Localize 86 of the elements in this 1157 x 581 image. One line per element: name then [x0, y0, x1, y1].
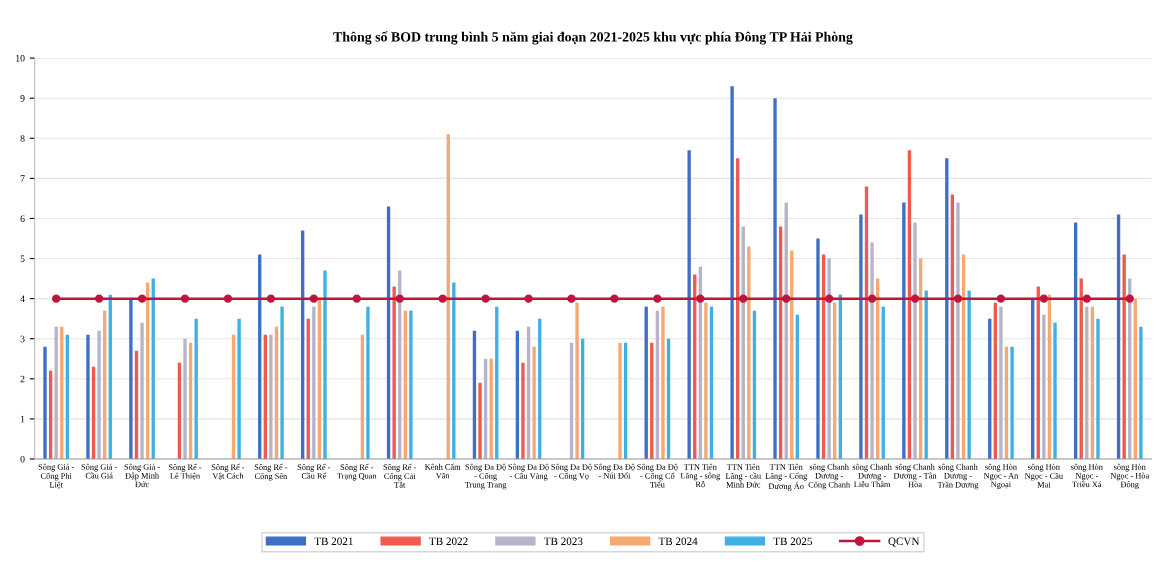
- y-tick-label: 0: [20, 455, 25, 463]
- legend-label: QCVN: [888, 537, 920, 547]
- y-tick-label: 2: [20, 375, 25, 383]
- bar: [366, 306, 370, 459]
- bar: [312, 306, 316, 459]
- bar: [129, 298, 133, 459]
- bar: [237, 318, 241, 459]
- x-tick-label: Sông Rế - Cầu Rế: [297, 463, 331, 479]
- x-tick-label: Sông Giá - Đập Minh Đức: [124, 463, 160, 488]
- x-tick-label: Sông Đa Độ - Cống Vọ: [551, 463, 592, 481]
- x-tick-label: sông Chanh Dương - Cống Chanh: [808, 463, 850, 490]
- bar: [816, 238, 820, 459]
- bar: [661, 306, 665, 459]
- bar: [1139, 326, 1143, 459]
- bar: [747, 246, 751, 459]
- bar: [86, 334, 90, 459]
- bar: [704, 302, 708, 459]
- bar: [913, 222, 917, 459]
- bar: [97, 330, 101, 459]
- bar: [859, 214, 863, 459]
- bar: [1053, 322, 1057, 459]
- bar: [730, 86, 734, 459]
- y-tick-label: 1: [20, 415, 25, 423]
- x-tick-label: Sông Đa Độ - Cống Trung Trang: [464, 463, 507, 490]
- bar: [323, 270, 327, 459]
- x-tick-label: sông Chanh Dương - Trần Dương: [937, 463, 979, 490]
- bar: [618, 342, 622, 459]
- chart-title: Thông số BOD trung bình 5 năm giai đoạn 2021-2025 khu vực phía Đông TP Hải Phòng: [333, 31, 853, 45]
- bar: [140, 322, 144, 459]
- y-tick-label: 6: [20, 215, 25, 222]
- legend-label: TB 2024: [658, 537, 698, 546]
- bar: [967, 290, 971, 459]
- legend-label: TB 2023: [543, 537, 583, 546]
- bar: [521, 362, 525, 459]
- x-tick-label: sông Hòn Ngọc - Triều Xá: [1071, 463, 1103, 488]
- x-tick-label: Sông Rế - Cống Cái Tắt: [383, 463, 417, 488]
- x-tick-label: Sông Rế - Trạng Quan: [337, 463, 377, 481]
- x-tick-label: TTN Tiên Lãng - Cống Dương Áo: [765, 463, 808, 491]
- x-tick-label: sông Hòn Ngọc - Hòa Đông: [1110, 463, 1150, 489]
- bar: [392, 286, 396, 459]
- x-tick-label: Sông Đa Độ - Cầu Vàng: [508, 463, 549, 481]
- bar: [532, 346, 536, 459]
- x-tick-label: sông Hòn Ngọc - Cầu Mai: [1024, 463, 1063, 488]
- bar: [827, 258, 831, 459]
- y-tick-label: 9: [20, 95, 25, 102]
- bar: [575, 302, 579, 459]
- y-tick-label: 7: [20, 175, 25, 182]
- bar: [773, 98, 777, 459]
- x-tick-label: sông Hòn Ngọc - An Ngoại: [983, 463, 1019, 489]
- bar: [1096, 318, 1100, 459]
- y-tick-label: 8: [20, 135, 25, 142]
- bar: [409, 310, 413, 459]
- bar: [687, 150, 691, 459]
- bar: [1042, 314, 1046, 459]
- x-tick-label: Sông Rế - Vật Cách: [211, 463, 245, 480]
- x-tick-label: Sông Giá - Cầu Giá: [81, 463, 117, 479]
- bar: [194, 318, 198, 459]
- y-tick-label: 3: [20, 335, 25, 343]
- y-tick-label: 10: [16, 55, 25, 62]
- legend-label: TB 2025: [773, 537, 812, 546]
- x-tick-label: Sông Rế - Lê Thiện: [168, 463, 202, 480]
- y-tick-label: 4: [20, 295, 25, 303]
- x-tick-label: Sông Đa Độ - Núi Đối: [594, 463, 635, 479]
- bar: [478, 382, 482, 459]
- legend-label: TB 2022: [429, 537, 468, 546]
- bar: [1122, 254, 1126, 459]
- bar: [183, 338, 187, 459]
- x-tick-label: sông Chanh Dương - Liễu Thâm: [852, 463, 892, 488]
- legend-label: TB 2021: [314, 537, 353, 546]
- x-tick-label: TTN Tiên Lãng - cầu Minh Đức: [725, 463, 761, 488]
- bar: [280, 306, 284, 459]
- bar: [902, 202, 906, 459]
- x-tick-label: Sông Đa Độ - Cống Cổ Tiểu: [637, 463, 678, 488]
- bar: [452, 282, 456, 459]
- bar: [43, 346, 47, 459]
- x-tick-label: sông Chanh Dương - Tân Hòa: [893, 463, 937, 488]
- bar: [956, 202, 960, 459]
- x-tick-label: Sông Rế - Cống Sến: [254, 463, 288, 481]
- y-tick-label: 5: [20, 255, 25, 263]
- bar: [1010, 346, 1014, 459]
- x-tick-label: Sông Giá - Cống Phi Liệt: [38, 463, 74, 489]
- bar: [870, 242, 874, 459]
- bar: [999, 306, 1003, 459]
- x-tick-label: TTN Tiên Lãng - sông Rỗ: [680, 463, 721, 488]
- bar: [269, 334, 273, 459]
- x-tick-label: Kênh Cẩm Văn: [424, 463, 461, 479]
